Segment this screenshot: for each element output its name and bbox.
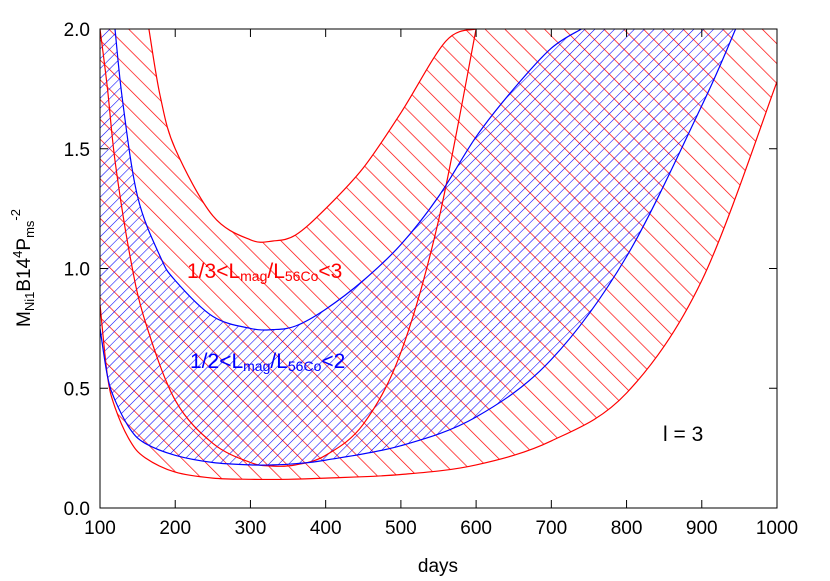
- red-series-line-inner: [148, 29, 477, 243]
- x-tick-label: 500: [385, 518, 417, 539]
- blue-region-fill: [100, 29, 736, 466]
- x-tick-label: 800: [611, 518, 643, 539]
- x-tick-label: 300: [235, 518, 267, 539]
- annotation-l-value: l = 3: [663, 423, 703, 446]
- data-regions: [100, 29, 777, 481]
- red-series-line-bottom: [100, 81, 777, 481]
- x-axis-label: days: [418, 556, 458, 577]
- blue-series-line-lower: [100, 29, 737, 466]
- y-tick-label: 1.0: [64, 260, 90, 281]
- y-tick-label: 1.5: [64, 140, 90, 161]
- x-tick-label: 600: [460, 518, 492, 539]
- y-axis-label: MNi1B144Pms-2: [8, 209, 37, 327]
- x-tick-label: 400: [310, 518, 342, 539]
- y-tick-label: 2.0: [64, 20, 90, 41]
- x-tick-label: 1000: [756, 518, 798, 539]
- blue-series-line-upper: [114, 29, 582, 331]
- axis-ticks: 100 200 300 400 500 600 700 800 900 1000 0.0 0.5 1.0…: [64, 20, 799, 539]
- y-tick-label: 0.5: [64, 379, 90, 400]
- x-tick-label: 100: [84, 518, 116, 539]
- y-tick-label: 0.0: [64, 499, 90, 520]
- x-tick-label: 900: [686, 518, 718, 539]
- x-tick-label: 700: [535, 518, 567, 539]
- x-tick-label: 200: [159, 518, 191, 539]
